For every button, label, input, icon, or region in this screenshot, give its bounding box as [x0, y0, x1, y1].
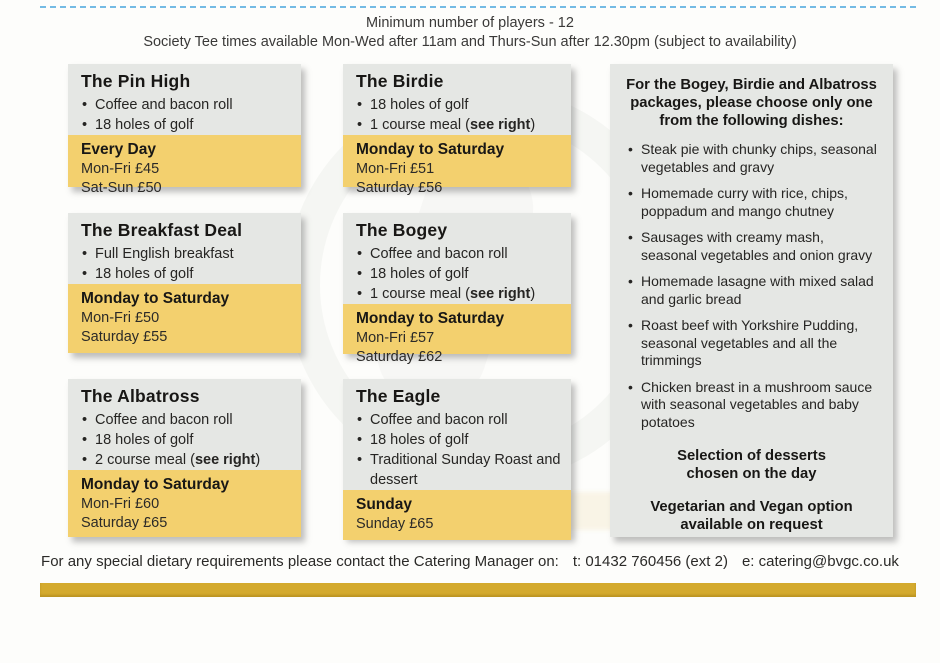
price-line: Mon-Fri £51 [356, 161, 435, 177]
price-line: Saturday £55 [81, 329, 168, 345]
package-details: The Eagle Coffee and bacon roll 18 holes… [343, 379, 571, 490]
feature-item: 18 holes of golf [356, 264, 561, 284]
schedule-label: Every Day [81, 141, 156, 158]
feature-item: 1 course meal (see right) [356, 284, 561, 304]
feature-item: 18 holes of golf [81, 264, 291, 284]
package-card-albatross: The Albatross Coffee and bacon roll 18 h… [68, 379, 301, 537]
schedule-label: Monday to Saturday [356, 310, 505, 327]
top-dashed-divider [40, 6, 916, 8]
schedule-label: Monday to Saturday [356, 141, 505, 158]
schedule-label: Sunday [356, 496, 412, 513]
package-features: Coffee and bacon roll 18 holes of golf [81, 95, 291, 135]
price-line: Saturday £62 [356, 349, 443, 365]
package-card-breakfast-deal: The Breakfast Deal Full English breakfas… [68, 213, 301, 353]
price-line: Saturday £56 [356, 180, 443, 196]
package-card-bogey: The Bogey Coffee and bacon roll 18 holes… [343, 213, 571, 365]
package-title: The Birdie [356, 71, 444, 91]
package-details: The Birdie 18 holes of golf 1 course mea… [343, 64, 571, 135]
package-title: The Breakfast Deal [81, 220, 243, 240]
package-features: 18 holes of golf 1 course meal (see righ… [356, 95, 561, 135]
schedule-label: Monday to Saturday [81, 476, 230, 493]
dish-item: Chicken breast in a mushroom sauce with … [628, 379, 877, 432]
dish-choices-panel: For the Bogey, Birdie and Albatross pack… [610, 64, 893, 537]
dish-item: Homemade lasagne with mixed salad and ga… [628, 273, 877, 308]
package-features: Full English breakfast 18 holes of golf [81, 244, 291, 284]
package-features: Coffee and bacon roll 18 holes of golf T… [356, 410, 561, 490]
price-line: Sat-Sun £50 [81, 180, 162, 196]
packages-column-left: The Pin High Coffee and bacon roll 18 ho… [68, 64, 301, 537]
package-details: The Breakfast Deal Full English breakfas… [68, 213, 301, 284]
dish-panel-heading: For the Bogey, Birdie and Albatross pack… [626, 77, 877, 129]
package-title: The Albatross [81, 386, 200, 406]
feature-item: 2 course meal (see right) [81, 450, 291, 470]
price-line: Mon-Fri £60 [81, 496, 160, 512]
feature-item: 18 holes of golf [81, 115, 291, 135]
feature-item: Coffee and bacon roll [356, 244, 561, 264]
feature-item: 18 holes of golf [356, 430, 561, 450]
package-card-pin-high: The Pin High Coffee and bacon roll 18 ho… [68, 64, 301, 196]
tee-times-line: Society Tee times available Mon-Wed afte… [143, 34, 797, 50]
vegetarian-note: Vegetarian and Vegan option available on… [650, 499, 853, 533]
min-players-line: Minimum number of players - 12 [366, 15, 574, 31]
package-title: The Pin High [81, 71, 191, 91]
dish-list: Steak pie with chunky chips, seasonal ve… [626, 141, 877, 431]
package-pricing: Monday to Saturday Mon-Fri £50 Saturday … [68, 284, 301, 353]
schedule-label: Monday to Saturday [81, 290, 230, 307]
feature-item: Coffee and bacon roll [81, 95, 291, 115]
price-line: Mon-Fri £57 [356, 330, 435, 346]
packages-column-middle: The Birdie 18 holes of golf 1 course mea… [343, 64, 571, 540]
feature-item: 18 holes of golf [356, 95, 561, 115]
page-header: Minimum number of players - 12 Society T… [0, 14, 940, 52]
price-line: Saturday £65 [81, 515, 168, 531]
package-details: The Albatross Coffee and bacon roll 18 h… [68, 379, 301, 470]
package-card-birdie: The Birdie 18 holes of golf 1 course mea… [343, 64, 571, 196]
feature-item: Full English breakfast [81, 244, 291, 264]
contact-phone: t: 01432 760456 (ext 2) [572, 553, 728, 570]
package-card-eagle: The Eagle Coffee and bacon roll 18 holes… [343, 379, 571, 540]
packages-column-right: For the Bogey, Birdie and Albatross pack… [610, 64, 893, 537]
price-line: Mon-Fri £45 [81, 161, 160, 177]
package-pricing: Monday to Saturday Mon-Fri £60 Saturday … [68, 470, 301, 537]
package-pricing: Sunday Sunday £65 [343, 490, 571, 540]
price-line: Sunday £65 [356, 516, 434, 532]
dietary-contact-line: For any special dietary requirements ple… [0, 553, 940, 570]
dish-item: Sausages with creamy mash, seasonal vege… [628, 229, 877, 264]
contact-email: e: catering@bvgc.co.uk [741, 553, 899, 570]
dish-item: Roast beef with Yorkshire Pudding, seaso… [628, 317, 877, 370]
package-pricing: Every Day Mon-Fri £45 Sat-Sun £50 [68, 135, 301, 196]
package-details: The Pin High Coffee and bacon roll 18 ho… [68, 64, 301, 135]
feature-item: 18 holes of golf [81, 430, 291, 450]
bottom-gold-bar [40, 583, 916, 597]
dietary-text: For any special dietary requirements ple… [41, 553, 559, 570]
feature-item: 1 course meal (see right) [356, 115, 561, 135]
dish-item: Homemade curry with rice, chips, poppadu… [628, 185, 877, 220]
desserts-note: Selection of desserts chosen on the day [677, 448, 826, 482]
package-title: The Bogey [356, 220, 448, 240]
package-pricing: Monday to Saturday Mon-Fri £57 Saturday … [343, 304, 571, 365]
packages-grid: The Pin High Coffee and bacon roll 18 ho… [68, 64, 893, 540]
feature-item: Traditional Sunday Roast and dessert [356, 450, 561, 490]
dish-item: Steak pie with chunky chips, seasonal ve… [628, 141, 877, 176]
package-features: Coffee and bacon roll 18 holes of golf 1… [356, 244, 561, 304]
package-pricing: Monday to Saturday Mon-Fri £51 Saturday … [343, 135, 571, 196]
package-details: The Bogey Coffee and bacon roll 18 holes… [343, 213, 571, 304]
price-line: Mon-Fri £50 [81, 310, 160, 326]
package-title: The Eagle [356, 386, 441, 406]
feature-item: Coffee and bacon roll [81, 410, 291, 430]
package-features: Coffee and bacon roll 18 holes of golf 2… [81, 410, 291, 470]
feature-item: Coffee and bacon roll [356, 410, 561, 430]
